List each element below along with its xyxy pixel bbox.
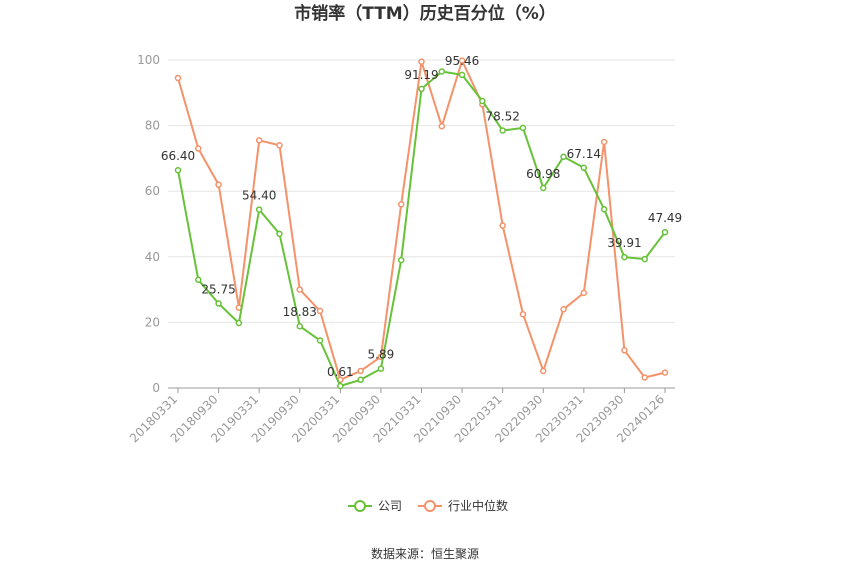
data-point-1-22[interactable] [621,347,628,354]
data-label: 47.49 [648,211,682,225]
data-label: 91.19 [404,68,438,82]
data-point-1-9[interactable] [357,367,364,375]
data-point-1-0[interactable] [174,74,182,82]
data-point-0-4[interactable] [255,206,263,213]
data-label: 66.40 [161,149,195,163]
data-label: 25.75 [201,283,235,297]
data-point-0-24[interactable] [661,228,669,236]
data-labels: 66.40 25.75 54.40 18.83 0.61 5.89 91.19 95.46 78… [161,54,682,379]
data-point-1-5[interactable] [276,142,283,149]
data-point-0-9[interactable] [357,376,364,384]
y-tick-label: 60 [145,184,160,198]
data-point-0-22[interactable] [621,253,628,261]
data-point-0-15[interactable] [479,97,486,105]
data-point-0-17[interactable] [519,124,527,132]
data-label: 60.98 [526,167,560,181]
data-point-0-12[interactable] [418,85,425,93]
data-label: 54.40 [242,189,276,203]
legend-marker-1 [424,500,436,512]
data-point-0-18[interactable] [540,184,547,192]
y-tick-label: 20 [145,315,160,329]
data-point-0-1[interactable] [195,276,202,284]
data-point-0-11[interactable] [397,256,405,264]
data-point-1-12[interactable] [418,58,425,65]
data-point-0-0[interactable] [174,166,182,174]
data-point-0-20[interactable] [580,164,588,172]
data-label: 39.91 [607,236,641,250]
data-point-1-20[interactable] [580,289,588,297]
legend-label-0[interactable]: 公司 [378,499,402,513]
data-point-0-3[interactable] [235,319,243,327]
data-point-1-4[interactable] [255,137,263,144]
y-tick-label: 80 [145,119,160,133]
data-point-0-2[interactable] [215,300,222,307]
data-point-0-23[interactable] [641,255,648,263]
data-point-1-24[interactable] [661,369,669,376]
data-point-1-13[interactable] [438,123,446,130]
data-point-1-19[interactable] [560,306,567,313]
data-point-1-17[interactable] [519,310,527,318]
source-text: 数据来源：恒生聚源 [371,546,479,561]
data-point-0-10[interactable] [377,365,385,372]
data-point-0-6[interactable] [296,322,303,330]
data-point-0-13[interactable] [438,68,446,75]
data-point-1-11[interactable] [397,201,405,208]
y-tick-label: 100 [137,53,160,67]
legend-marker-0 [354,500,366,512]
y-axis: 0 20 40 60 80 100 [137,53,160,395]
y-tick-label: 40 [145,250,160,264]
series-line-1 [177,59,666,381]
x-axis: 2018033120180930201903312019093020200331… [127,387,675,445]
data-point-0-16[interactable] [499,127,506,134]
data-point-1-7[interactable] [316,307,324,315]
data-label: 78.52 [485,109,519,123]
data-point-1-2[interactable] [215,181,222,188]
data-point-0-8[interactable] [337,382,344,390]
legend[interactable]: 公司 行业中位数 [348,498,508,513]
data-point-1-23[interactable] [641,374,648,381]
data-point-1-21[interactable] [600,138,608,146]
data-label: 18.83 [283,305,317,319]
data-point-0-19[interactable] [560,153,567,161]
data-point-0-14[interactable] [458,71,466,79]
data-point-0-7[interactable] [316,337,324,344]
data-label: 95.46 [445,54,479,68]
data-label: 0.61 [327,365,354,379]
data-point-1-6[interactable] [296,286,303,293]
data-point-1-14[interactable] [458,57,466,64]
chart-title: 市销率（TTM）历史百分位（%） [294,3,556,24]
data-point-1-16[interactable] [499,222,506,229]
data-label: 67.14 [567,147,601,161]
legend-label-1[interactable]: 行业中位数 [448,498,508,513]
data-point-0-21[interactable] [600,205,608,213]
data-point-0-5[interactable] [276,230,283,238]
data-point-1-1[interactable] [195,145,202,152]
data-label: 5.89 [368,348,395,362]
series-group [174,57,669,390]
y-tick-label: 0 [152,381,160,395]
data-point-1-18[interactable] [540,367,547,375]
